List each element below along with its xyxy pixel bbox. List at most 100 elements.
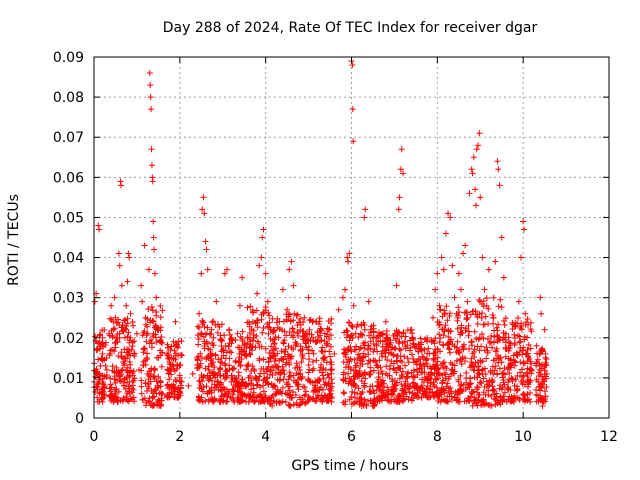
- data-point: [157, 324, 164, 331]
- data-point: [198, 330, 205, 337]
- data-point: [408, 394, 415, 401]
- data-point: [396, 194, 403, 201]
- data-point: [278, 355, 285, 362]
- data-point: [290, 282, 297, 289]
- data-point: [345, 258, 352, 265]
- data-point: [403, 393, 410, 400]
- data-point: [235, 372, 242, 379]
- data-point: [410, 395, 417, 402]
- data-point: [120, 358, 127, 365]
- data-point: [442, 375, 449, 382]
- data-point: [389, 344, 396, 351]
- data-point: [472, 186, 479, 193]
- data-point: [197, 360, 204, 367]
- data-point: [96, 226, 103, 233]
- data-point: [400, 329, 407, 336]
- data-point: [474, 313, 481, 320]
- data-point: [520, 372, 527, 379]
- data-point: [168, 371, 175, 378]
- data-point: [520, 218, 527, 225]
- data-point: [253, 332, 260, 339]
- data-point: [97, 343, 104, 350]
- data-point: [483, 344, 490, 351]
- data-point: [249, 318, 256, 325]
- data-point: [159, 390, 166, 397]
- data-point: [235, 359, 242, 366]
- data-point: [277, 370, 284, 377]
- data-point: [260, 398, 267, 405]
- data-point: [377, 394, 384, 401]
- data-point: [411, 374, 418, 381]
- data-point: [274, 315, 281, 322]
- data-point: [320, 396, 327, 403]
- data-point: [512, 376, 519, 383]
- data-point: [301, 400, 308, 407]
- data-point: [488, 392, 495, 399]
- data-point: [399, 340, 406, 347]
- data-point: [147, 82, 154, 89]
- data-point: [206, 330, 213, 337]
- data-point: [506, 370, 513, 377]
- data-point: [518, 254, 525, 261]
- data-point: [492, 396, 499, 403]
- data-point: [521, 226, 528, 233]
- data-point: [375, 329, 382, 336]
- data-point: [281, 349, 288, 356]
- data-point: [463, 369, 470, 376]
- data-point: [470, 399, 477, 406]
- data-point: [524, 369, 531, 376]
- data-point: [435, 390, 442, 397]
- data-point: [128, 346, 135, 353]
- data-point: [469, 402, 476, 409]
- data-point: [488, 344, 495, 351]
- data-point: [154, 326, 161, 333]
- x-tick-label: 6: [347, 429, 356, 445]
- data-point: [339, 294, 346, 301]
- data-point: [205, 363, 212, 370]
- data-point: [451, 343, 458, 350]
- data-point: [495, 303, 502, 310]
- data-point: [447, 384, 454, 391]
- data-point: [205, 398, 212, 405]
- data-point: [109, 363, 116, 370]
- data-point: [170, 386, 177, 393]
- data-point: [189, 370, 196, 377]
- data-point: [375, 382, 382, 389]
- data-point: [374, 364, 381, 371]
- data-point: [112, 344, 119, 351]
- data-point: [231, 374, 238, 381]
- data-point: [246, 321, 253, 328]
- data-point: [487, 338, 494, 345]
- data-point: [174, 362, 181, 369]
- data-point: [226, 366, 233, 373]
- data-point: [99, 394, 106, 401]
- data-point: [398, 381, 405, 388]
- data-point: [389, 391, 396, 398]
- data-point: [384, 390, 391, 397]
- data-point: [127, 334, 134, 341]
- data-point: [148, 344, 155, 351]
- data-point: [246, 343, 253, 350]
- data-point: [479, 370, 486, 377]
- data-point: [376, 398, 383, 405]
- data-point: [424, 394, 431, 401]
- data-point: [379, 377, 386, 384]
- data-point: [144, 350, 151, 357]
- data-point: [289, 388, 296, 395]
- data-point: [149, 178, 156, 185]
- data-point: [206, 389, 213, 396]
- data-point: [378, 381, 385, 388]
- data-point: [525, 341, 532, 348]
- data-point: [325, 397, 332, 404]
- data-point: [453, 357, 460, 364]
- data-point: [379, 371, 386, 378]
- data-point: [259, 329, 266, 336]
- data-point: [430, 356, 437, 363]
- data-point: [406, 388, 413, 395]
- data-point: [536, 383, 543, 390]
- data-point: [537, 294, 544, 301]
- data-point: [476, 334, 483, 341]
- data-point: [479, 331, 486, 338]
- data-point: [367, 328, 374, 335]
- data-point: [430, 314, 437, 321]
